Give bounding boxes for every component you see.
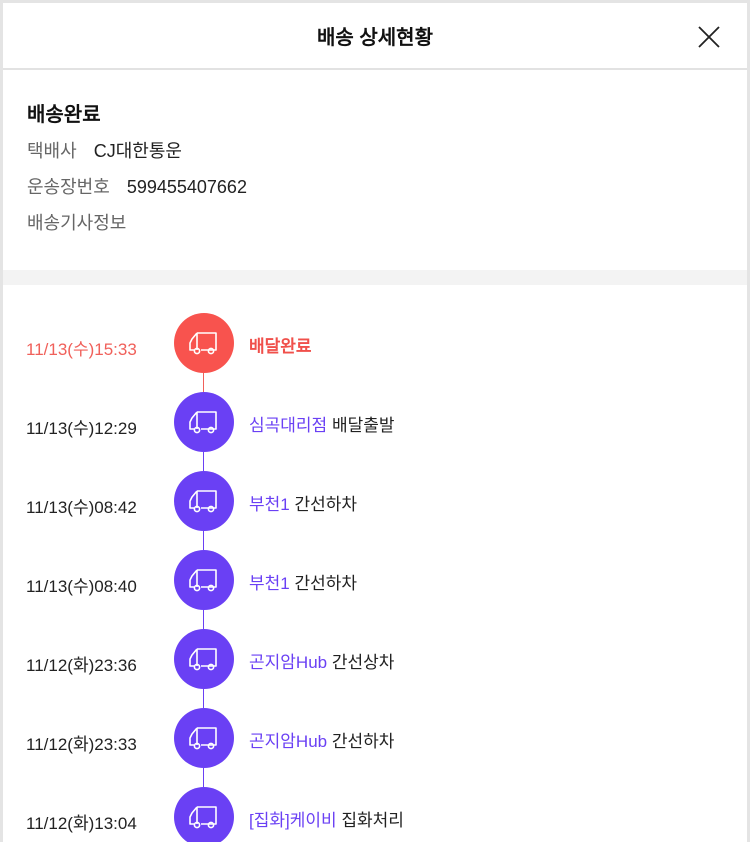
event-time: 11/12(화)23:36 bbox=[26, 656, 137, 675]
timeline-item: 11/12(화)23:36 곤지암Hub 간선상차 bbox=[3, 629, 747, 708]
event-location: 부천1 bbox=[249, 574, 290, 593]
truck-icon bbox=[174, 313, 234, 373]
truck-icon bbox=[174, 629, 234, 689]
event-description: 부천1 간선하차 bbox=[249, 569, 357, 594]
event-status: 간선하차 bbox=[294, 495, 358, 514]
timeline-item: 11/13(수)12:29 심곡대리점 배달출발 bbox=[3, 392, 747, 471]
event-location: 곤지암Hub bbox=[249, 732, 328, 751]
event-status: 집화처리 bbox=[341, 811, 404, 830]
event-description: 배달완료 bbox=[249, 332, 312, 357]
event-time: 11/13(수)08:42 bbox=[26, 498, 137, 517]
event-status: 간선상차 bbox=[331, 653, 395, 672]
event-location: 심곡대리점 bbox=[249, 416, 328, 435]
timeline-item: 11/13(수)08:42 부천1 간선하차 bbox=[3, 471, 747, 550]
event-description: 심곡대리점 배달출발 bbox=[249, 411, 395, 436]
event-status: 배달출발 bbox=[331, 416, 395, 435]
timeline-item: 11/13(수)15:33 배달완료 bbox=[3, 313, 747, 392]
event-time: 11/13(수)15:33 bbox=[26, 340, 137, 359]
timeline-item: 11/12(화)23:33 곤지암Hub 간선하차 bbox=[3, 708, 747, 787]
timeline-item: 11/13(수)08:40 부천1 간선하차 bbox=[3, 550, 747, 629]
truck-icon bbox=[174, 787, 234, 842]
timeline-connector bbox=[203, 768, 204, 787]
event-status: 간선하차 bbox=[294, 574, 358, 593]
close-icon[interactable] bbox=[697, 25, 721, 49]
timeline-connector bbox=[203, 531, 204, 550]
event-status: 간선하차 bbox=[331, 732, 395, 751]
timeline-connector bbox=[203, 373, 204, 392]
tracking-label: 운송장번호 bbox=[27, 177, 110, 197]
modal-title: 배송 상세현황 bbox=[317, 27, 433, 49]
timeline-item: 11/12(화)13:04 [집화]케이비 집화처리 bbox=[3, 787, 747, 842]
tracking-row: 운송장번호 599455407662 bbox=[27, 175, 723, 199]
timeline-connector bbox=[203, 689, 204, 708]
truck-icon bbox=[174, 392, 234, 452]
event-description: 곤지암Hub 간선하차 bbox=[249, 727, 394, 752]
event-time: 11/13(수)12:29 bbox=[26, 419, 137, 438]
event-status: 배달완료 bbox=[249, 337, 312, 356]
delivery-status: 배송완료 bbox=[27, 104, 101, 126]
driver-info-row: 배송기사정보 bbox=[27, 211, 723, 235]
truck-icon bbox=[174, 471, 234, 531]
timeline-connector bbox=[203, 610, 204, 629]
event-location: [집화]케이비 bbox=[249, 811, 337, 830]
truck-icon bbox=[174, 708, 234, 768]
event-description: 곤지암Hub 간선상차 bbox=[249, 648, 394, 673]
courier-row: 택배사 CJ대한통운 bbox=[27, 139, 723, 163]
event-time: 11/12(화)13:04 bbox=[26, 814, 137, 833]
event-location: 부천1 bbox=[249, 495, 290, 514]
modal-header: 배송 상세현황 bbox=[3, 3, 747, 70]
truck-icon bbox=[174, 550, 234, 610]
section-divider bbox=[3, 270, 747, 285]
driver-info-link[interactable]: 배송기사정보 bbox=[27, 213, 127, 233]
courier-label: 택배사 bbox=[27, 141, 77, 161]
courier-value: CJ대한통운 bbox=[93, 141, 182, 161]
delivery-summary: 배송완료 택배사 CJ대한통운 운송장번호 599455407662 배송기사정… bbox=[3, 70, 747, 270]
event-description: [집화]케이비 집화처리 bbox=[249, 806, 404, 831]
timeline-connector bbox=[203, 452, 204, 471]
tracking-timeline: 11/13(수)15:33 배달완료 11/13(수)12:29 심곡대리점 배달… bbox=[3, 285, 747, 842]
tracking-number: 599455407662 bbox=[126, 177, 247, 197]
event-time: 11/13(수)08:40 bbox=[26, 577, 137, 596]
event-time: 11/12(화)23:33 bbox=[26, 735, 137, 754]
event-location: 곤지암Hub bbox=[249, 653, 328, 672]
event-description: 부천1 간선하차 bbox=[249, 490, 357, 515]
